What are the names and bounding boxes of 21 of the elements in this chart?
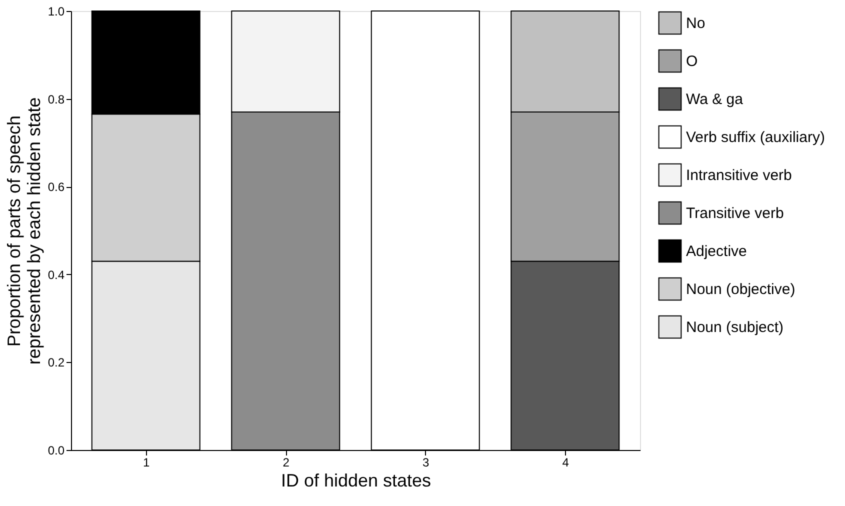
x-tick-label: 3 [422,456,430,470]
legend-label: Noun (subject) [686,319,784,336]
legend-label: Intransitive verb [686,167,792,184]
legend-label: Noun (objective) [686,281,796,298]
y-axis-title: Proportion of parts of speech represented by each hidden state [4,97,44,365]
y-tick-label: 0.4 [48,268,65,282]
legend-label: O [686,53,698,70]
legend-label: Verb suffix (auxiliary) [686,129,825,146]
y-tick-label: 0.0 [48,444,65,458]
y-tick-label: 0.2 [48,356,65,370]
legend-label: Adjective [686,243,747,260]
legend-label: Transitive verb [686,205,784,222]
y-tick-label: 0.6 [48,180,65,194]
x-tick-label: 4 [562,456,570,470]
y-tick-label: 1.0 [48,4,65,18]
x-tick-label: 1 [143,456,150,470]
legend-label: No [686,15,706,32]
y-tick-label: 0.8 [48,92,65,106]
x-axis-title: ID of hidden states [280,470,432,490]
x-tick-label: 2 [282,456,290,470]
legend-label: Wa & ga [686,91,744,108]
